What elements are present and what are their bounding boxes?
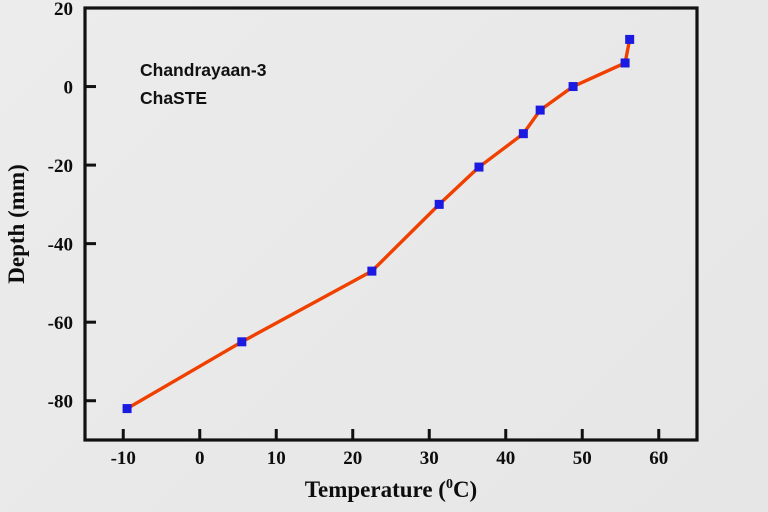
data-point-marker <box>474 162 484 172</box>
x-tick-label: 20 <box>343 448 362 469</box>
x-axis-ticks: -10 0 10 20 30 40 50 60 <box>111 429 668 469</box>
y-tick-label: -80 <box>48 392 73 413</box>
data-point-marker <box>568 82 578 92</box>
data-point-marker <box>122 404 132 414</box>
y-axis-title: Depth (mm) <box>4 164 29 283</box>
data-point-marker <box>535 105 545 115</box>
y-tick-label: 0 <box>64 78 74 99</box>
y-axis-ticks: 20 0 -20 -40 -60 -80 <box>48 0 96 413</box>
data-series-group <box>122 34 635 414</box>
x-tick-label: 10 <box>267 448 286 469</box>
y-tick-label: -60 <box>48 313 73 334</box>
plot-frame <box>83 6 699 442</box>
data-point-marker <box>367 266 377 276</box>
x-tick-label: 50 <box>573 448 592 469</box>
data-point-marker <box>237 337 247 347</box>
x-axis-title: Temperature (0C) <box>305 477 477 502</box>
x-tick-label: 60 <box>649 448 668 469</box>
y-tick-label: -40 <box>48 235 73 256</box>
y-tick-label: -20 <box>48 156 73 177</box>
annotation-line-2: ChaSTE <box>140 88 207 108</box>
data-point-marker <box>620 58 630 68</box>
x-tick-label: 30 <box>420 448 439 469</box>
data-point-marker <box>518 129 528 139</box>
y-tick-label: 20 <box>54 0 73 20</box>
series-line <box>125 37 632 411</box>
data-point-marker <box>625 34 635 44</box>
x-tick-label: 0 <box>195 448 205 469</box>
x-tick-label: -10 <box>111 448 136 469</box>
annotation-line-1: Chandrayaan-3 <box>140 60 267 80</box>
series-markers <box>122 34 635 414</box>
x-tick-label: 40 <box>496 448 515 469</box>
data-point-marker <box>434 199 444 209</box>
